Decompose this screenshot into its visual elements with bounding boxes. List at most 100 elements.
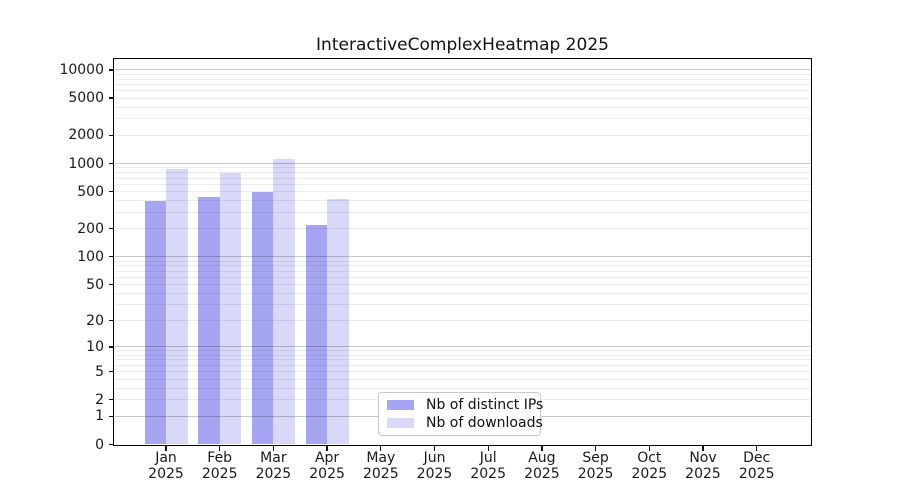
x-tick-label: Nov 2025: [685, 450, 721, 482]
legend-label-distinct-ips: Nb of distinct IPs: [426, 397, 544, 414]
y-tick: [108, 415, 114, 417]
x-tick-label: Jun 2025: [416, 450, 453, 482]
y-tick-label: 500: [77, 183, 104, 200]
gridline: [114, 83, 811, 85]
gridline: [114, 387, 811, 389]
y-tick-label: 5000: [68, 90, 104, 107]
x-tick-label: Feb 2025: [201, 450, 238, 482]
gridline: [114, 320, 811, 322]
gridline: [114, 350, 811, 352]
y-tick-label: 10: [86, 338, 104, 355]
gridline: [114, 73, 811, 75]
x-tick-label: Mar 2025: [255, 450, 292, 482]
gridline: [114, 97, 811, 99]
y-tick-label: 5: [95, 363, 104, 380]
x-tick-label: Aug 2025: [524, 450, 560, 482]
bar-distinct-ips-apr: [305, 224, 328, 445]
gridline: [114, 90, 811, 92]
gridline: [114, 69, 811, 71]
gridline: [114, 292, 811, 294]
y-tick-label: 20: [86, 312, 104, 329]
x-tick-label: Oct 2025: [631, 450, 668, 482]
bar-distinct-ips-jan: [144, 200, 166, 445]
gridline: [114, 270, 811, 272]
y-tick-label: 100: [77, 248, 104, 265]
x-tick: [648, 445, 650, 451]
bar-distinct-ips-mar: [251, 191, 274, 445]
gridline: [114, 256, 811, 258]
bar-distinct-ips-feb: [198, 197, 220, 445]
gridline: [114, 211, 811, 213]
chart-title: InteractiveComplexHeatmap 2025: [316, 35, 609, 55]
gridline: [114, 167, 811, 169]
y-tick-label: 2: [95, 391, 104, 408]
gridline: [114, 346, 811, 348]
y-tick: [108, 283, 114, 286]
gridline: [114, 378, 811, 380]
y-tick: [108, 191, 114, 193]
gridline: [114, 163, 811, 165]
y-tick-label: 10000: [59, 61, 104, 78]
x-tick-label: Apr 2025: [309, 450, 345, 482]
gridline: [114, 265, 811, 267]
gridline: [114, 106, 811, 108]
gridline: [114, 371, 811, 373]
legend: Nb of distinct IPs Nb of downloads: [378, 392, 543, 436]
y-tick: [108, 228, 114, 230]
x-tick: [541, 445, 543, 451]
legend-label-downloads: Nb of downloads: [426, 414, 543, 431]
x-tick-label: Jul 2025: [470, 450, 506, 482]
x-tick: [756, 445, 758, 451]
gridline: [114, 228, 811, 230]
x-tick: [219, 445, 221, 451]
y-tick-label: 1: [95, 408, 104, 425]
bar-downloads-jan: [166, 169, 188, 445]
legend-swatch-distinct-ips-icon: [387, 400, 414, 411]
x-tick: [594, 445, 597, 451]
y-tick: [108, 162, 114, 165]
x-tick: [272, 445, 275, 451]
y-tick: [108, 320, 114, 322]
x-tick: [380, 445, 382, 451]
y-tick-label: 50: [86, 276, 104, 293]
gridline: [114, 359, 811, 361]
gridline: [114, 78, 811, 80]
y-tick: [108, 134, 114, 137]
y-tick-label: 0: [95, 436, 104, 453]
gridline: [114, 364, 811, 366]
legend-item-distinct-ips: Nb of distinct IPs: [387, 397, 543, 413]
gridline: [114, 134, 811, 136]
y-tick: [108, 443, 114, 446]
y-tick: [108, 346, 114, 348]
x-tick-label: Sep 2025: [577, 450, 614, 482]
y-tick: [108, 399, 114, 401]
gridline: [114, 284, 811, 286]
gridline: [114, 260, 811, 262]
x-tick: [165, 445, 167, 451]
gridline: [114, 177, 811, 179]
bar-downloads-feb: [219, 173, 242, 445]
x-tick-label: May 2025: [362, 450, 399, 482]
gridline: [114, 172, 811, 174]
bar-downloads-apr: [327, 198, 349, 445]
gridline: [114, 200, 811, 202]
gridline: [114, 276, 811, 278]
x-tick: [487, 445, 489, 451]
gridline: [114, 183, 811, 185]
y-tick: [108, 69, 114, 71]
y-tick: [108, 370, 114, 373]
y-tick-label: 1000: [68, 155, 104, 172]
bar-downloads-mar: [273, 158, 295, 445]
y-tick-label: 200: [77, 220, 104, 237]
x-tick-label: Dec 2025: [738, 450, 775, 482]
x-tick: [326, 445, 328, 451]
y-tick-label: 2000: [68, 127, 104, 144]
gridline: [114, 191, 811, 193]
y-tick: [108, 97, 114, 99]
x-tick: [433, 445, 436, 451]
